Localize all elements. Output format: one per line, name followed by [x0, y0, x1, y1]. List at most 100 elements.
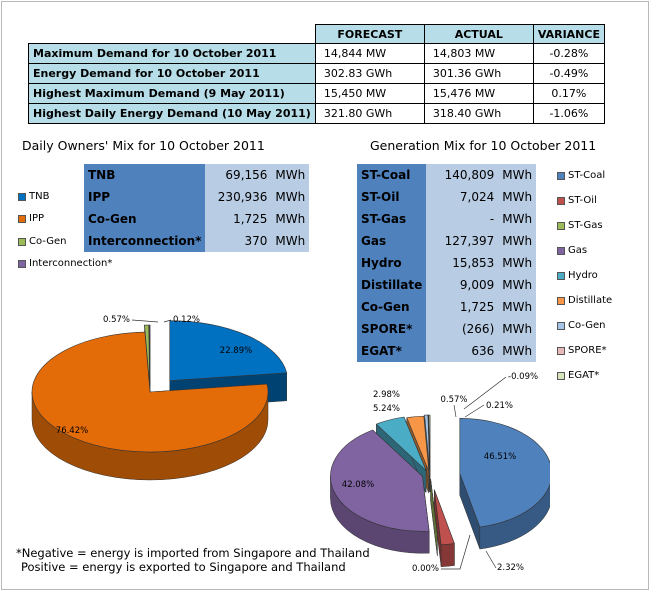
summary-variance: -0.28%	[532, 43, 605, 64]
generation-value: 140,809	[426, 164, 499, 186]
summary-row: Maximum Demand for 10 October 2011 14,84…	[28, 43, 605, 64]
summary-variance: -1.06%	[532, 103, 605, 124]
generation-mix-title: Generation Mix for 10 October 2011	[370, 138, 597, 153]
legend-item: ST-Oil	[557, 195, 597, 206]
legend-item: ST-Gas	[557, 220, 603, 231]
legend-item: TNB	[18, 191, 49, 202]
header-forecast: FORECAST	[314, 24, 425, 44]
generation-row: ST-Gas - MWh	[357, 208, 537, 230]
generation-name: Hydro	[357, 252, 427, 274]
summary-row: Highest Maximum Demand (9 May 2011) 15,4…	[28, 83, 605, 104]
legend-item: IPP	[18, 213, 44, 224]
generation-unit: MWh	[498, 318, 537, 340]
owners-row: TNB 69,156 MWh	[84, 164, 310, 186]
summary-actual: 15,476 MW	[423, 83, 534, 104]
legend-swatch	[557, 246, 565, 255]
summary-header-blank	[28, 24, 316, 44]
summary-forecast: 14,844 MW	[314, 43, 425, 64]
pie-data-label: 76.42%	[56, 426, 88, 436]
generation-table: ST-Coal 140,809 MWh ST-Oil 7,024 MWh ST-…	[357, 164, 537, 362]
legend-label: ST-Coal	[568, 170, 606, 181]
pie-data-label: 22.89%	[220, 346, 252, 356]
legend-label: IPP	[29, 213, 45, 224]
legend-label: Distillate	[568, 295, 613, 306]
legend-item: Distillate	[557, 295, 612, 306]
pie-slice-gas	[330, 429, 430, 532]
pie-slice-egat	[428, 414, 431, 471]
pie-data-label: 0.12%	[173, 315, 200, 325]
generation-value: 15,853	[426, 252, 499, 274]
owners-pie-chart: 22.89% 76.42% 0.57% 0.12%	[31, 315, 288, 481]
generation-row: EGAT* 636 MWh	[357, 340, 537, 362]
owners-value: 230,936	[205, 186, 272, 208]
pie-data-label: 0.57%	[103, 315, 130, 325]
owners-row: Interconnection* 370 MWh	[84, 230, 310, 252]
leader-line	[485, 550, 497, 569]
generation-name: SPORE*	[357, 318, 427, 340]
summary-row-label: Energy Demand for 10 October 2011	[28, 63, 316, 84]
generation-value: -	[426, 208, 499, 230]
leader-line	[131, 319, 159, 323]
pie-slice-tnb	[169, 320, 288, 382]
summary-actual: 318.40 GWh	[423, 103, 534, 124]
generation-row: Co-Gen 1,725 MWh	[357, 296, 537, 318]
pie-data-label: 46.51%	[484, 452, 516, 462]
owners-row: Co-Gen 1,725 MWh	[84, 208, 310, 230]
summary-forecast: 321.80 GWh	[314, 103, 425, 124]
pie-data-label: 2.32%	[497, 563, 524, 573]
owners-value: 69,156	[205, 164, 272, 186]
legend-swatch	[18, 192, 26, 201]
summary-row-label: Highest Daily Energy Demand (10 May 2011…	[28, 103, 316, 124]
pie-data-label: 42.08%	[342, 480, 374, 490]
pie-tops	[31, 320, 288, 453]
legend-swatch	[18, 214, 26, 223]
owners-table: TNB 69,156 MWh IPP 230,936 MWh Co-Gen 1,…	[84, 164, 310, 252]
owners-row: IPP 230,936 MWh	[84, 186, 310, 208]
legend-swatch	[557, 271, 565, 280]
legend-item: Hydro	[557, 270, 598, 281]
summary-row: Energy Demand for 10 October 2011 302.83…	[28, 63, 605, 84]
pie-data-label: -0.09%	[508, 372, 538, 382]
owners-mix-title: Daily Owners' Mix for 10 October 2011	[22, 138, 265, 153]
summary-header-row: FORECAST ACTUAL VARIANCE	[28, 24, 605, 44]
summary-row: Highest Daily Energy Demand (10 May 2011…	[28, 103, 605, 124]
legend-label: Gas	[568, 245, 588, 256]
summary-forecast: 302.83 GWh	[314, 63, 425, 84]
legend-label: Co-Gen	[29, 236, 67, 247]
legend-swatch	[18, 237, 26, 246]
legend-label: ST-Oil	[568, 195, 597, 206]
summary-table: FORECAST ACTUAL VARIANCE Maximum Demand …	[28, 24, 605, 124]
generation-value: 1,725	[426, 296, 499, 318]
legend-label: Hydro	[568, 270, 598, 281]
summary-variance: 0.17%	[532, 83, 605, 104]
pie-slice-st-coal	[459, 418, 550, 528]
generation-unit: MWh	[498, 340, 537, 362]
pie-slice-st-oil	[434, 489, 455, 546]
pie-data-label: 0.21%	[486, 401, 513, 411]
legend-swatch	[557, 221, 565, 230]
generation-row: Gas 127,397 MWh	[357, 230, 537, 252]
legend-swatch	[18, 259, 26, 268]
generation-value: (266)	[426, 318, 499, 340]
generation-value: 7,024	[426, 186, 499, 208]
pie-slice-interconnection	[148, 324, 151, 386]
footnote: *Negative = energy is imported from Sing…	[16, 546, 370, 574]
summary-row-label: Maximum Demand for 10 October 2011	[28, 43, 316, 64]
pie-data-label: 0.00%	[412, 564, 439, 574]
generation-unit: MWh	[498, 208, 537, 230]
summary-actual: 301.36 GWh	[423, 63, 534, 84]
generation-row: Distillate 9,009 MWh	[357, 274, 537, 296]
summary-forecast: 15,450 MW	[314, 83, 425, 104]
generation-value: 9,009	[426, 274, 499, 296]
legend-item: Co-Gen	[18, 236, 67, 247]
pie-data-label: 0.57%	[440, 395, 467, 405]
generation-name: ST-Gas	[357, 208, 427, 230]
leader-line	[464, 404, 485, 418]
legend-item: ST-Coal	[557, 170, 605, 181]
legend-label: TNB	[29, 191, 50, 202]
leader-line	[441, 534, 471, 570]
legend-label: Co-Gen	[568, 320, 606, 331]
pie-slice-ipp	[31, 331, 269, 453]
generation-unit: MWh	[498, 274, 537, 296]
